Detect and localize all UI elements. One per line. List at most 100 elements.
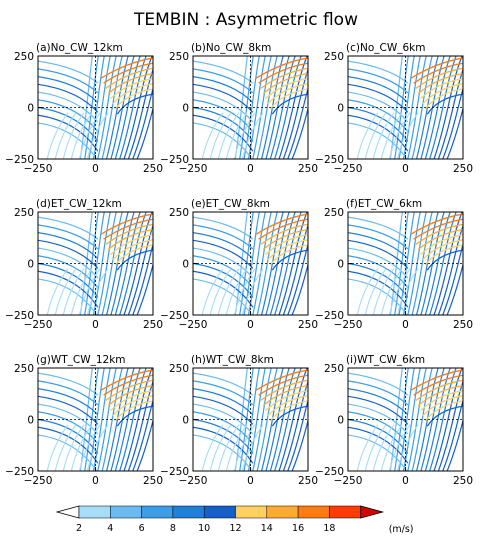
- streamline: [348, 411, 409, 445]
- streamline: [193, 60, 254, 84]
- streamline: [107, 384, 153, 407]
- streamline: [396, 424, 419, 471]
- streamline: [193, 216, 254, 240]
- streamline: [193, 68, 254, 94]
- x-tick-label: 0: [247, 163, 254, 175]
- y-tick-label: −250: [5, 310, 34, 322]
- streamline: [38, 216, 99, 240]
- streamline: [396, 112, 419, 159]
- streamline: [38, 395, 99, 425]
- streamline: [402, 212, 421, 315]
- colorbar-tick-label: 6: [139, 523, 145, 534]
- streamline: [38, 114, 99, 152]
- x-tick-label: −250: [24, 475, 53, 487]
- streamline: [241, 268, 264, 315]
- streamline: [193, 83, 254, 113]
- streamline: [372, 268, 395, 315]
- streamline: [217, 112, 240, 159]
- streamline: [38, 426, 99, 464]
- streamline: [193, 91, 254, 123]
- streamline: [407, 212, 427, 315]
- streamline: [193, 224, 254, 250]
- streamline: [110, 368, 135, 471]
- y-tick-label: 0: [27, 103, 34, 115]
- y-tick-label: 0: [182, 103, 189, 115]
- y-tick-label: −250: [160, 466, 189, 478]
- streamline: [252, 56, 272, 159]
- streamline: [70, 268, 93, 315]
- streamline: [413, 218, 463, 240]
- y-tick-label: 0: [182, 259, 189, 271]
- streamline: [372, 424, 395, 471]
- streamline: [287, 86, 308, 159]
- streamline: [107, 228, 153, 251]
- colorbar-swatch: [235, 505, 268, 519]
- streamline: [62, 112, 85, 159]
- streamline: [79, 212, 93, 315]
- colorbar-tick-label: 4: [107, 523, 113, 534]
- streamline: [123, 368, 153, 471]
- streamline: [233, 268, 256, 315]
- streamline: [62, 268, 85, 315]
- streamline: [422, 395, 463, 417]
- streamlines: [38, 368, 153, 471]
- streamline: [380, 268, 403, 315]
- colorbar-tick-label: 16: [292, 523, 304, 534]
- streamline: [103, 374, 153, 396]
- streamline: [269, 244, 308, 266]
- streamline: [291, 418, 308, 471]
- streamline: [265, 56, 290, 159]
- streamline: [348, 372, 409, 396]
- streamline: [38, 122, 98, 159]
- streamline: [201, 424, 224, 471]
- streamline: [420, 56, 445, 159]
- panel-title: (a)No_CW_12km: [36, 42, 123, 54]
- streamline: [389, 368, 403, 471]
- streamline: [364, 424, 387, 471]
- streamline: [265, 390, 308, 412]
- y-tick-label: 0: [27, 259, 34, 271]
- streamline: [241, 424, 264, 471]
- streamline: [136, 106, 153, 159]
- streamline: [193, 99, 254, 133]
- streamline: [262, 72, 308, 95]
- streamline: [388, 268, 411, 315]
- streamline: [86, 268, 109, 315]
- streamline: [388, 424, 411, 471]
- panel-1: (a)No_CW_12km −250 0 250 250 0 −250: [5, 42, 163, 175]
- x-tick-label: 0: [247, 475, 254, 487]
- streamline: [446, 262, 463, 315]
- x-tick-label: 250: [298, 319, 318, 331]
- streamline: [127, 379, 153, 471]
- streamline: [282, 379, 308, 471]
- y-tick-label: 0: [337, 259, 344, 271]
- streamline: [38, 99, 99, 133]
- x-tick-label: 250: [143, 163, 163, 175]
- streamline: [426, 249, 463, 271]
- streamline: [422, 83, 463, 105]
- streamline: [79, 56, 93, 159]
- streamline: [262, 228, 308, 251]
- streamline: [105, 379, 153, 401]
- streamline: [62, 424, 85, 471]
- streamline: [103, 62, 153, 84]
- streamline: [116, 93, 153, 115]
- streamline: [255, 57, 308, 79]
- streamline: [265, 212, 290, 315]
- y-tick-label: −250: [315, 154, 344, 166]
- colorbar-swatch: [78, 505, 111, 519]
- streamline: [225, 268, 248, 315]
- streamline: [54, 268, 77, 315]
- streamline: [78, 424, 101, 471]
- colorbar-tick-label: 2: [76, 523, 82, 534]
- x-tick-label: −250: [179, 319, 208, 331]
- x-tick-label: −250: [24, 163, 53, 175]
- streamline: [348, 403, 409, 435]
- y-tick-label: −250: [160, 154, 189, 166]
- streamline: [193, 403, 254, 435]
- panel-title: (c)No_CW_6km: [346, 42, 425, 54]
- streamline: [110, 390, 153, 412]
- streamline: [413, 374, 463, 396]
- streamline: [114, 244, 153, 266]
